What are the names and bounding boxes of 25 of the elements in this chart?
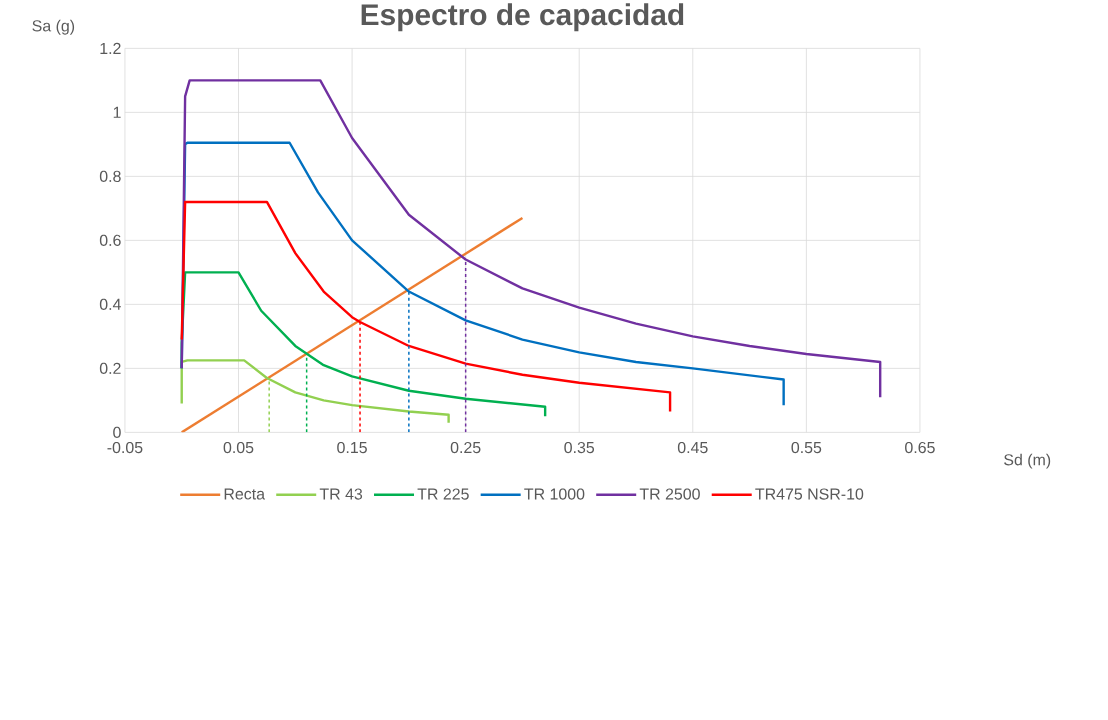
x-tick-label: 0.45 xyxy=(677,441,708,453)
line-series xyxy=(180,270,547,418)
x-tick-label: 0.05 xyxy=(223,441,254,453)
y-tick-label: 0.2 xyxy=(99,362,121,374)
x-tick-label: 0.65 xyxy=(905,441,935,453)
y-tick-label: 0.6 xyxy=(99,234,121,246)
legend-label: TR 1000 xyxy=(524,488,585,500)
legend-label: TR 43 xyxy=(319,488,363,500)
x-axis-title: Sd (m) xyxy=(1004,453,1051,469)
legend-label: Recta xyxy=(224,488,266,500)
x-tick-label: -0.05 xyxy=(107,441,143,453)
y-tick-label: 0 xyxy=(113,426,121,438)
x-tick-label: 0.55 xyxy=(791,441,822,453)
legend-label: TR 225 xyxy=(417,488,469,500)
legend-label: TR 2500 xyxy=(639,488,700,500)
y-axis-title: Sa (g) xyxy=(32,19,75,35)
x-tick-label: 0.35 xyxy=(564,441,595,453)
y-tick-label: 1.2 xyxy=(100,42,121,54)
chart-title: Espectro de capacidad xyxy=(361,3,684,31)
y-tick-label: 0.4 xyxy=(99,298,121,310)
x-tick-label: 0.15 xyxy=(337,441,367,453)
legend-label: TR475 NSR-10 xyxy=(755,488,864,500)
x-tick-label: 0.25 xyxy=(450,441,481,453)
y-tick-label: 0.8 xyxy=(99,170,121,182)
y-tick-label: 1 xyxy=(113,106,121,118)
